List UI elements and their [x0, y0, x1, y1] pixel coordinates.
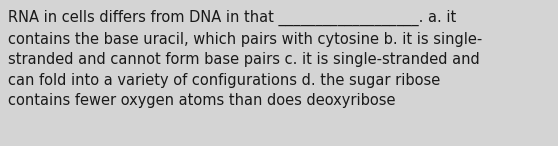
- Text: RNA in cells differs from DNA in that ___________________. a. it
contains the ba: RNA in cells differs from DNA in that __…: [8, 10, 482, 108]
